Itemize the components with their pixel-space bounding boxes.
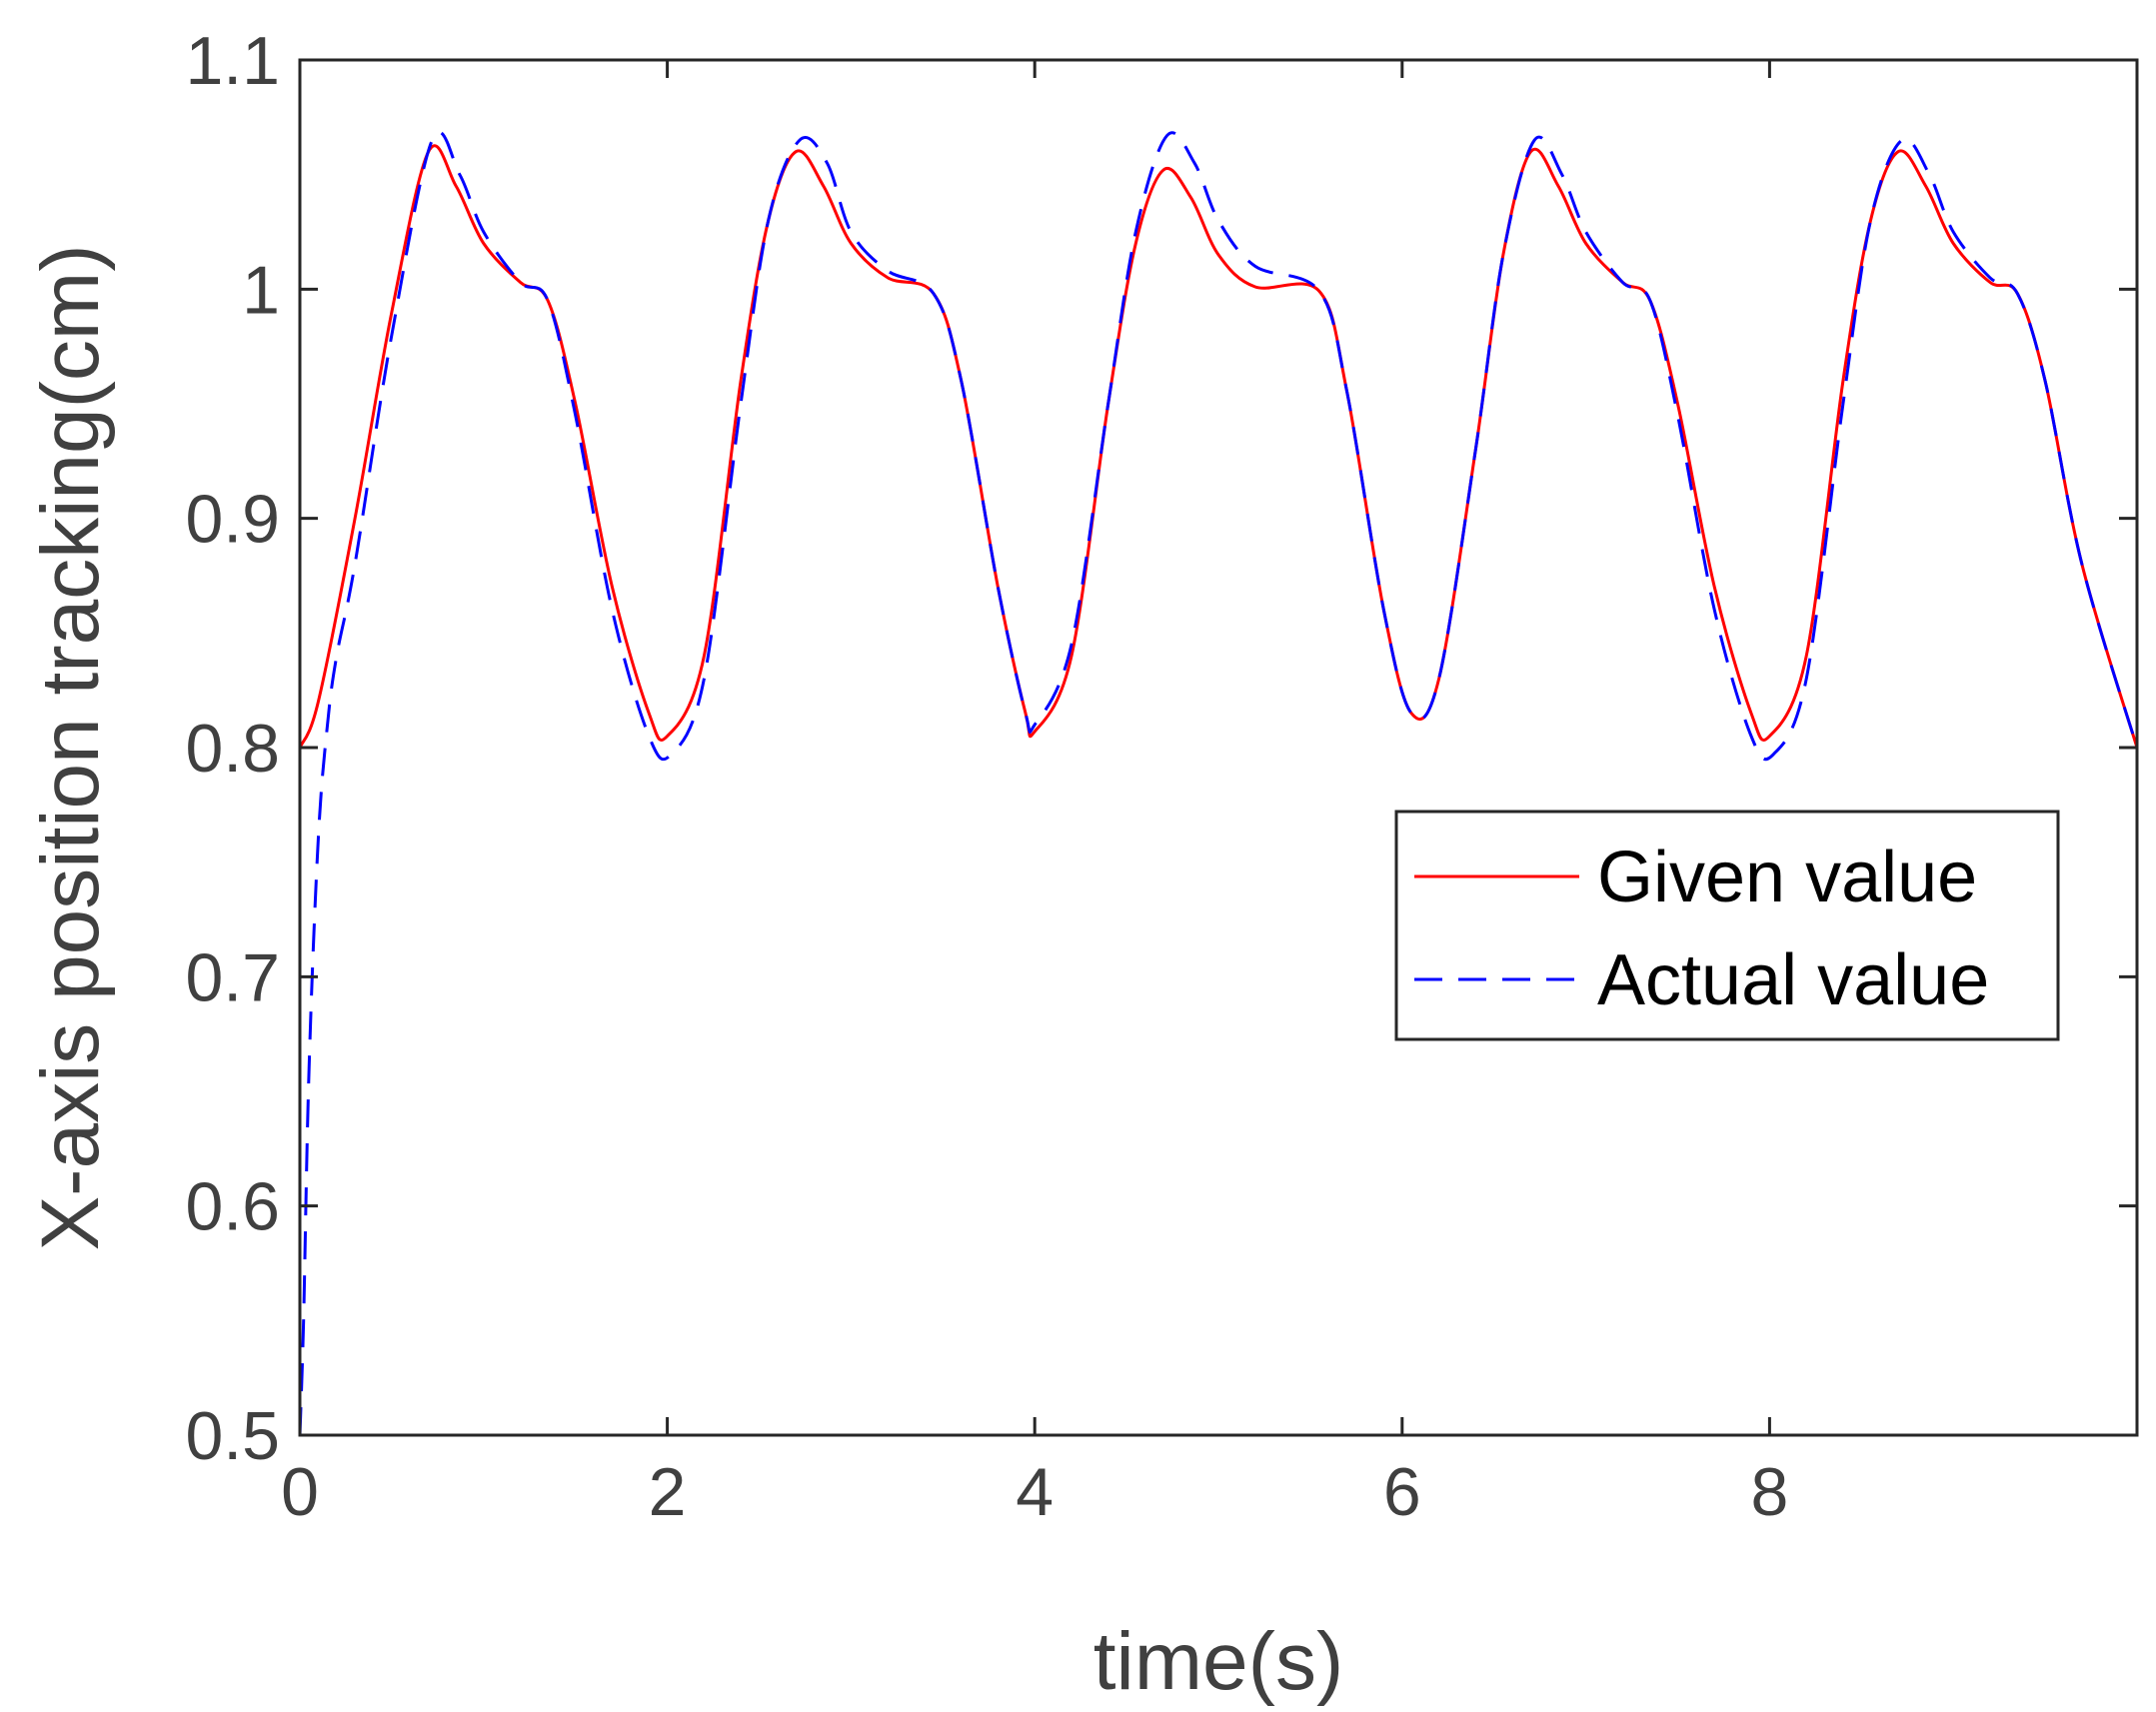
x-tick-label: 6 — [1383, 1454, 1421, 1530]
y-axis-label: X-axis position tracking(cm) — [25, 244, 116, 1250]
x-tick-label: 4 — [1016, 1454, 1054, 1530]
y-tick-label: 0.6 — [185, 1169, 280, 1245]
legend-label-given-value: Given value — [1597, 838, 1977, 917]
legend-label-actual-value: Actual value — [1597, 940, 1989, 1020]
x-tick-label: 2 — [649, 1454, 687, 1530]
y-tick-label: 0.5 — [185, 1398, 280, 1474]
series-line-actual-value — [298, 130, 2139, 1436]
x-tick-label: 0 — [281, 1454, 319, 1530]
series-line-given-value — [298, 144, 2139, 749]
y-tick-label: 1 — [242, 252, 280, 328]
y-tick-label: 0.7 — [185, 939, 280, 1015]
x-tick-label: 8 — [1750, 1454, 1788, 1530]
y-tick-label: 0.9 — [185, 482, 280, 558]
y-tick-label: 0.8 — [185, 711, 280, 787]
x-axis-label: time(s) — [1093, 1616, 1344, 1707]
legend-box — [1394, 810, 2060, 1041]
plot-area — [300, 60, 2137, 1435]
series-layer — [298, 130, 2139, 1436]
legend: Given value Actual value — [1394, 810, 2060, 1041]
ticks-layer: 0 2 4 6 8 0.5 0.6 0.7 0.8 0.9 1 1.1 — [185, 23, 2137, 1530]
y-tick-label: 1.1 — [185, 23, 280, 99]
